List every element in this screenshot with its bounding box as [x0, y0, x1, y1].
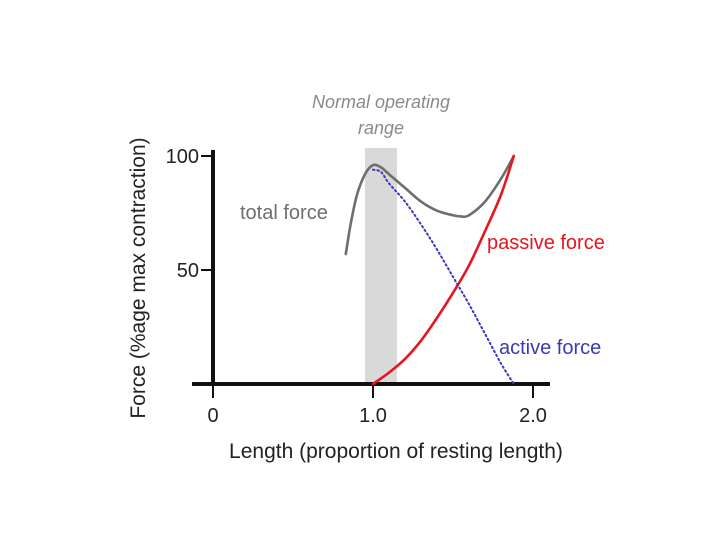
x-axis-label: Length (proportion of resting length) — [229, 440, 563, 463]
range-label-line-2: range — [358, 118, 404, 138]
x-tick-label: 1.0 — [359, 405, 387, 427]
normal-operating-range-band — [365, 148, 397, 384]
passive-force-line — [371, 154, 516, 386]
x-tick-label: 2.0 — [519, 405, 547, 427]
y-axis-label: Force (%age max contraction) — [127, 137, 150, 418]
y-tick-label: 100 — [166, 146, 199, 168]
range-label-line-1: Normal operating — [312, 92, 450, 112]
active-force-line — [372, 168, 515, 385]
total-force-line — [344, 154, 516, 256]
x-tick-label: 0 — [207, 405, 218, 427]
active-force-label: active force — [499, 337, 601, 359]
passive-force-label: passive force — [487, 232, 605, 254]
y-tick-label: 50 — [177, 260, 199, 282]
total-force-label: total force — [240, 202, 328, 224]
